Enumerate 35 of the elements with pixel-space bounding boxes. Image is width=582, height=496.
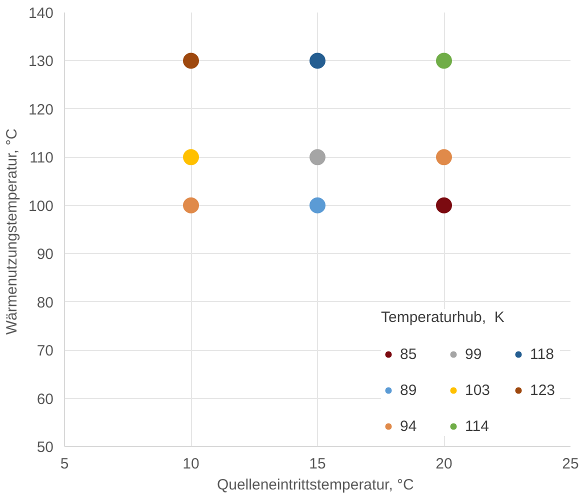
y-tick-label: 90: [36, 246, 54, 264]
y-tick-label: 140: [28, 5, 54, 22]
y-tick-label: 100: [28, 198, 54, 215]
y-tick-label: 50: [36, 439, 54, 456]
y-tick-label: 60: [36, 390, 54, 408]
legend-label: 89: [400, 382, 418, 398]
y-tick-label: 130: [28, 53, 54, 70]
x-tick-label: 15: [309, 456, 326, 472]
point: [310, 197, 326, 214]
x-tick-label: 10: [182, 456, 200, 472]
y-axis-title: Wärmenutzungstemperatur, °C: [3, 128, 20, 335]
x-tick-label: 20: [436, 456, 452, 472]
legend-label: 85: [400, 346, 418, 362]
x-tick-label: 5: [60, 456, 69, 472]
point: [436, 149, 452, 166]
legend-label: 123: [530, 382, 556, 398]
legend-label: 114: [465, 418, 490, 434]
point: [310, 52, 326, 69]
y-tick-label: 80: [36, 294, 54, 312]
point: [183, 149, 199, 166]
point: [310, 149, 326, 166]
point: [183, 52, 199, 69]
legend-label: 103: [465, 382, 492, 398]
y-tick-label: 70: [36, 342, 54, 360]
y-tick-label: 120: [28, 101, 54, 118]
x-axis-title: Quelleneintrittstemperatur, °C: [216, 476, 414, 494]
point: [183, 197, 199, 214]
legend-label: 118: [530, 346, 555, 362]
legend-title: Temperaturhub, K: [381, 309, 506, 326]
point: [436, 197, 452, 214]
y-tick-label: 110: [30, 150, 54, 167]
x-tick-label: 25: [562, 456, 579, 472]
point: [436, 52, 452, 69]
legend-label: 99: [465, 346, 483, 362]
legend-label: 94: [400, 418, 418, 434]
